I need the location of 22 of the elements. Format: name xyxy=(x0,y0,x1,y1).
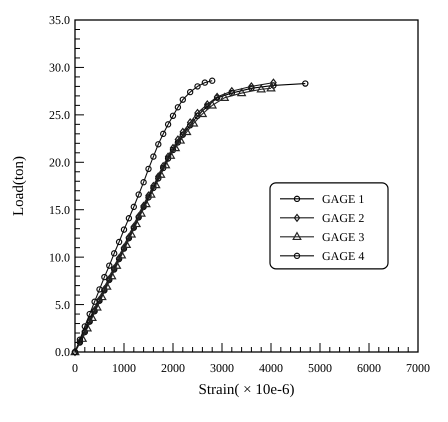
y-tick-label: 0.0 xyxy=(55,345,70,360)
y-tick-label: 30.0 xyxy=(49,60,70,75)
x-tick-label: 5000 xyxy=(308,361,332,375)
y-tick-label: 20.0 xyxy=(49,155,70,170)
y-tick-label: 35.0 xyxy=(49,13,70,28)
x-tick-label: 0 xyxy=(72,361,78,375)
x-tick-label: 7000 xyxy=(406,361,430,375)
y-tick-label: 10.0 xyxy=(49,250,70,264)
x-tick-label: 2000 xyxy=(161,361,185,375)
x-tick-label: 1000 xyxy=(112,361,136,375)
legend-label: GAGE 1 xyxy=(322,192,364,206)
x-tick-label: 4000 xyxy=(259,361,283,375)
x-tick-label: 3000 xyxy=(210,361,234,375)
y-tick-label: 25.0 xyxy=(49,108,70,122)
legend-label: GAGE 4 xyxy=(322,249,364,264)
y-tick-label: 15.0 xyxy=(49,202,70,217)
legend-label: GAGE 2 xyxy=(322,211,364,226)
y-axis-title: Load(ton) xyxy=(11,156,27,216)
y-tick-label: 5.0 xyxy=(55,298,70,312)
x-tick-label: 6000 xyxy=(357,361,381,375)
x-axis-title: Strain( × 10e-6) xyxy=(198,382,294,398)
legend-label: GAGE 3 xyxy=(322,230,364,244)
